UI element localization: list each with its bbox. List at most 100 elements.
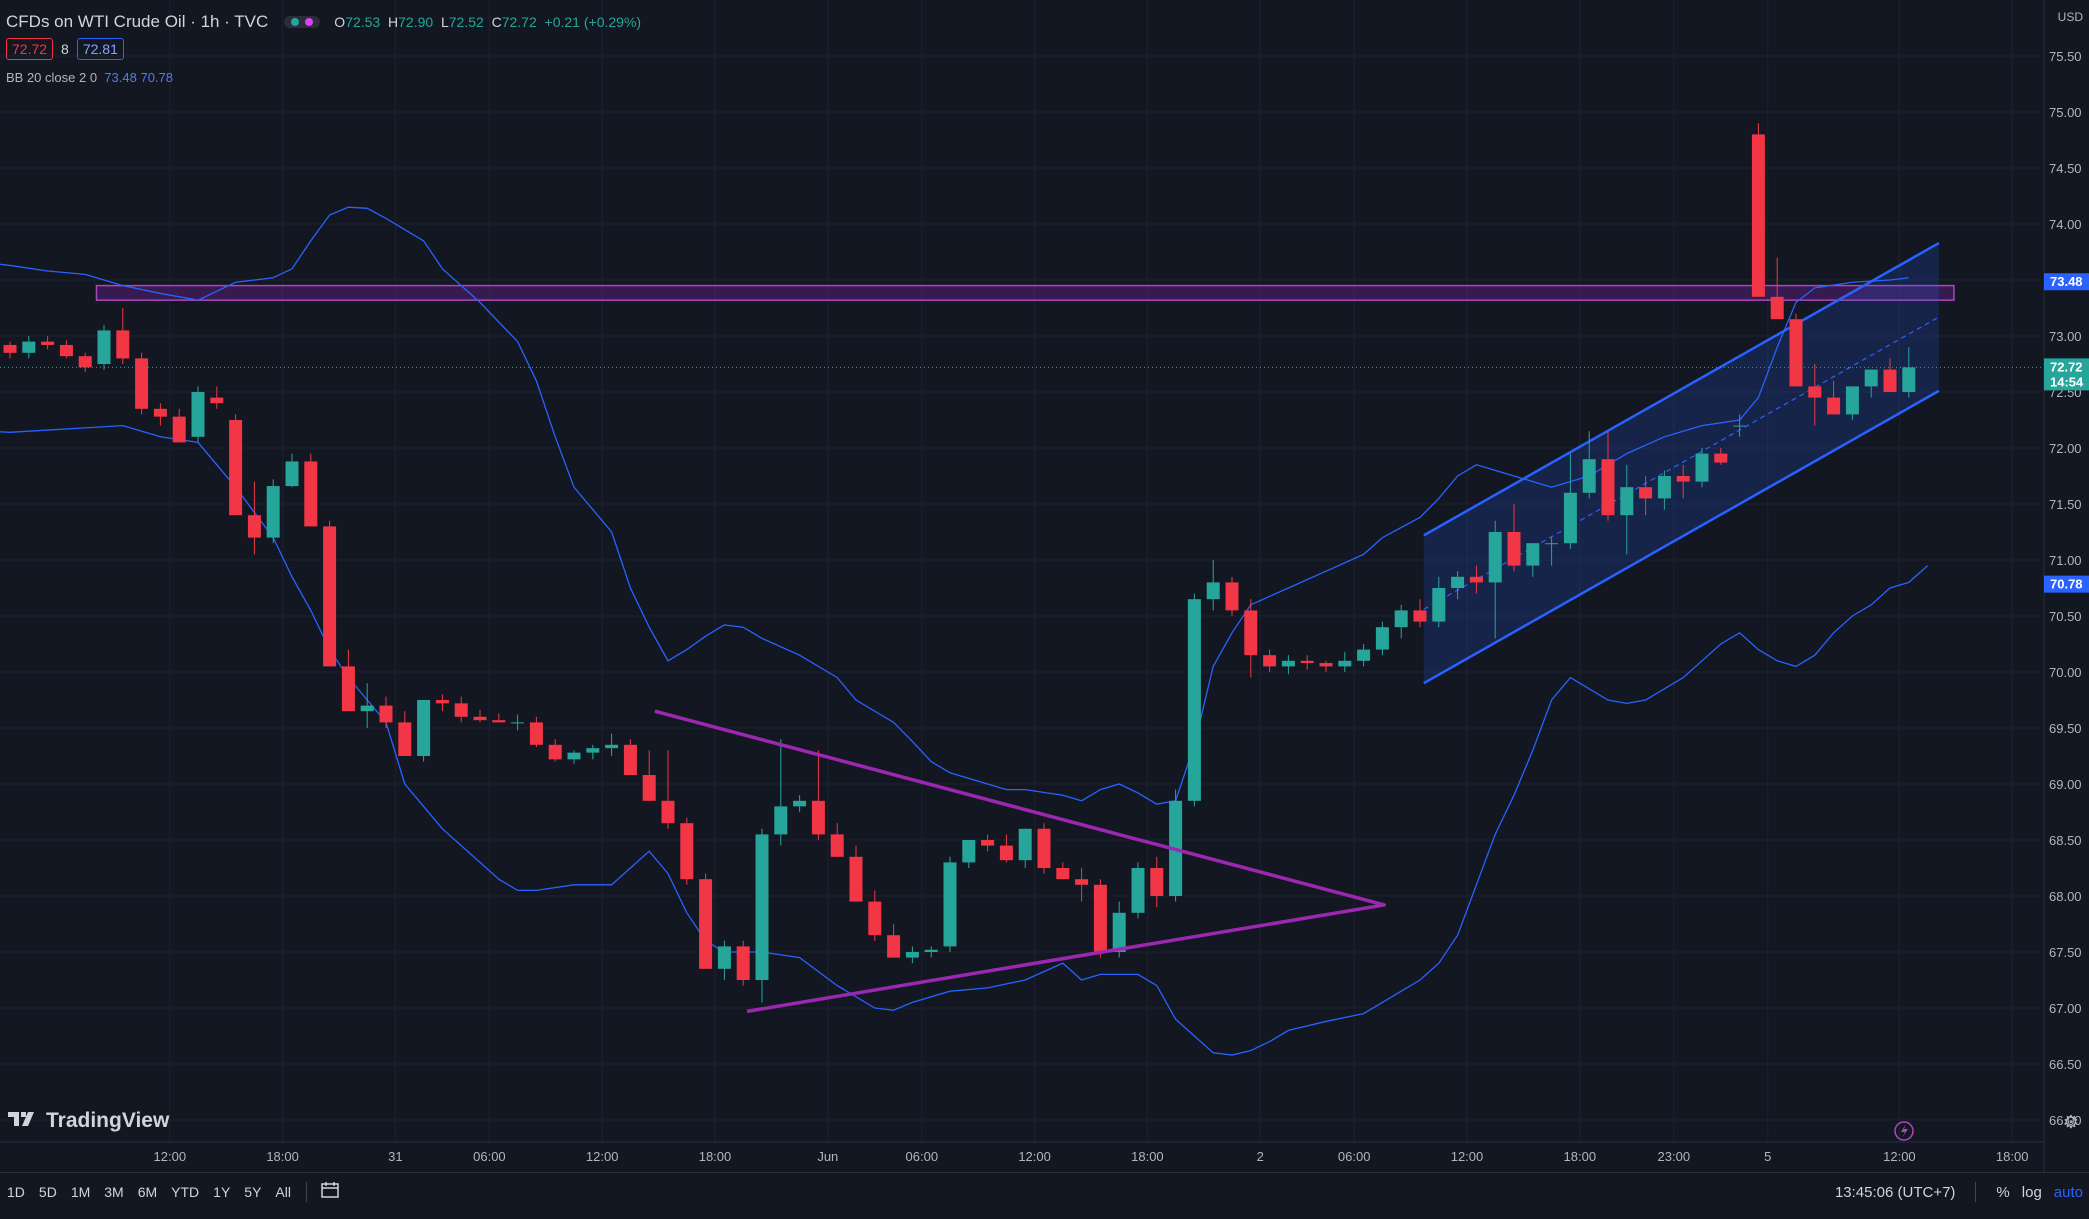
candle-body [172,416,186,443]
timeframe-5d[interactable]: 5D [38,1184,57,1200]
symbol-title[interactable]: CFDs on WTI Crude Oil · 1h · TVC [6,12,269,31]
candle-body [153,408,167,417]
candle-body [1770,296,1784,320]
candle-body [793,800,807,807]
candle-body [435,700,449,704]
candle-body [849,856,863,902]
x-tick-label: 06:00 [1338,1149,1371,1164]
candle-body [285,461,299,487]
x-tick-label: 31 [388,1149,402,1164]
logo-text: TradingView [46,1109,170,1132]
timeframe-5y[interactable]: 5Y [244,1184,262,1200]
candle-body [1733,425,1747,427]
candle-body [247,515,261,538]
timeframe-all[interactable]: All [275,1184,291,1200]
tradingview-logo-icon [8,1108,38,1134]
candle-body [341,666,355,712]
resistance-zone [95,284,1955,301]
currency-label[interactable]: USD [2057,10,2083,24]
candle-body [962,840,976,863]
low-value: 72.52 [448,14,484,30]
candle-body [1281,660,1295,667]
candle-body [1263,655,1277,667]
candle-body [1883,369,1897,392]
candle-body [511,722,525,724]
candle-body [323,526,337,667]
market-status[interactable] [284,16,321,28]
auto-scale-toggle[interactable]: auto [2053,1183,2083,1201]
x-tick-label: 06:00 [906,1149,939,1164]
candle-body [529,722,543,745]
timeframe-3m[interactable]: 3M [104,1184,124,1200]
candle-body [1131,868,1145,913]
trade-buttons: 72.72 8 72.81 [6,38,124,60]
candle-body [1375,627,1389,650]
tradingview-logo[interactable]: TradingView [8,1108,169,1134]
channel-fill [1423,243,1939,684]
candle-body [1582,459,1596,493]
candle-body [22,341,36,353]
timeframe-1m[interactable]: 1M [70,1184,91,1200]
bollinger-legend[interactable]: BB 20 close 2 0 73.48 70.78 [6,70,173,85]
timeframe-1y[interactable]: 1Y [213,1184,231,1200]
x-tick-label: 12:00 [586,1149,619,1164]
data-status-dot-icon [305,18,314,26]
candle-body [811,800,825,835]
candle-body [868,901,882,936]
gear-icon[interactable]: ⚙ [2062,1112,2079,1132]
log-scale-toggle[interactable]: log [2021,1183,2042,1201]
candle-body [191,392,205,437]
candle-body [717,946,731,969]
candle-body [1751,134,1765,297]
candle-body [1451,576,1465,588]
close-value: 72.72 [501,14,537,30]
timeframe-ytd[interactable]: YTD [171,1184,200,1200]
candle-body [473,716,487,721]
candle-body [1827,397,1841,415]
candle-body [623,744,637,776]
x-tick-label: 12:00 [154,1149,187,1164]
candle-body [1507,532,1521,566]
candle-body [1394,610,1408,628]
y-tick-label: 73.00 [2049,329,2082,344]
timezone-clock[interactable]: 13:45:06 (UTC+7) [1834,1183,1956,1201]
y-tick-label: 75.00 [2049,105,2082,120]
percent-scale-toggle[interactable]: % [1996,1183,2010,1201]
candle-body [1601,459,1615,516]
y-tick-label: 74.00 [2049,217,2082,232]
lightning-icon [1901,1124,1908,1138]
high-value: 72.90 [398,14,434,30]
bollinger-upper-band [0,206,1909,805]
candle-body [774,806,788,835]
candle-body [1676,476,1690,482]
x-tick-label: 23:00 [1658,1149,1691,1164]
calendar-range-icon[interactable] [315,1180,345,1205]
y-tick-label: 74.50 [2049,161,2082,176]
timeframe-6m[interactable]: 6M [137,1184,158,1200]
sell-button[interactable]: 72.72 [6,38,54,60]
x-tick-label: 12:00 [1451,1149,1484,1164]
spread-value: 8 [61,41,69,57]
candle-body [548,744,562,760]
change-value: +0.21 (+0.29%) [544,14,642,30]
candle-body [3,344,17,353]
x-tick-label: 12:00 [1883,1149,1916,1164]
lower-band-value: 70.78 [140,70,174,85]
candle-body [981,840,995,846]
candle-body [1319,663,1333,667]
candle-body [699,879,713,969]
price-chart[interactable]: 75.5075.0074.5074.0073.5073.0072.5072.00… [0,0,2089,1172]
y-tick-label: 66.50 [2049,1057,2082,1072]
buy-button[interactable]: 72.81 [76,38,124,60]
lightning-icon [1894,1121,1914,1141]
candle-body [1808,386,1822,398]
candle-body [887,935,901,958]
x-tick-label: 5 [1764,1149,1771,1164]
candle-body [1620,487,1634,516]
y-tick-label: 71.00 [2049,553,2082,568]
price-axis-label-text: 73.48 [2050,274,2083,289]
candle-body [360,705,374,712]
timeframe-1d[interactable]: 1D [7,1184,25,1200]
price-axis-label [2044,273,2089,291]
candle-body [1150,868,1164,896]
